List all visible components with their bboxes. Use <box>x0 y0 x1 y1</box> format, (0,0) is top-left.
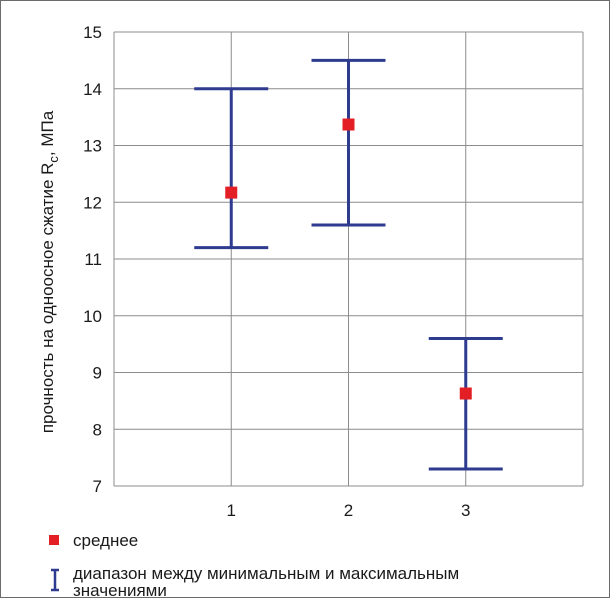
y-tick-label: 15 <box>83 23 102 42</box>
range-bar <box>428 336 503 471</box>
x-tick-label: 1 <box>227 501 236 520</box>
y-tick-labels: 7 8 9 10 11 12 13 14 15 <box>83 23 102 496</box>
range-series <box>194 58 503 471</box>
y-axis-title-main: прочность на одноосное сжатие R <box>38 163 57 434</box>
range-bar <box>311 58 386 227</box>
y-axis-title-suffix: , МПа <box>38 110 57 156</box>
x-tick-labels: 1 2 3 <box>227 501 471 520</box>
mean-marker-icon <box>49 535 59 545</box>
mean-marker <box>459 387 472 400</box>
legend-item-range: диапазон между минимальным и максимальны… <box>51 564 459 600</box>
range-bar <box>194 87 269 250</box>
y-tick-label: 8 <box>93 420 102 439</box>
y-tick-label: 11 <box>84 250 102 269</box>
legend-range-label-line2: значениями <box>73 581 167 599</box>
y-tick-label: 13 <box>83 137 102 156</box>
legend-mean-label: среднее <box>73 531 138 550</box>
y-tick-label: 7 <box>93 477 102 496</box>
legend: среднее диапазон между минимальным и мак… <box>49 531 459 600</box>
mean-series <box>225 118 472 400</box>
y-axis-title-subscript: с <box>46 156 61 163</box>
y-tick-label: 12 <box>83 193 102 212</box>
y-tick-label: 14 <box>83 80 102 99</box>
legend-range-label-line1: диапазон между минимальным и максимальны… <box>73 564 459 583</box>
x-tick-label: 2 <box>344 501 353 520</box>
x-tick-label: 3 <box>461 501 470 520</box>
legend-item-mean: среднее <box>49 531 138 550</box>
y-tick-label: 9 <box>93 364 102 383</box>
y-tick-label: 10 <box>83 307 102 326</box>
mean-marker <box>342 118 355 131</box>
mean-marker <box>225 186 238 199</box>
range-bar-icon <box>51 568 59 592</box>
y-axis-title: прочность на одноосное сжатие Rс, МПа <box>38 110 61 433</box>
